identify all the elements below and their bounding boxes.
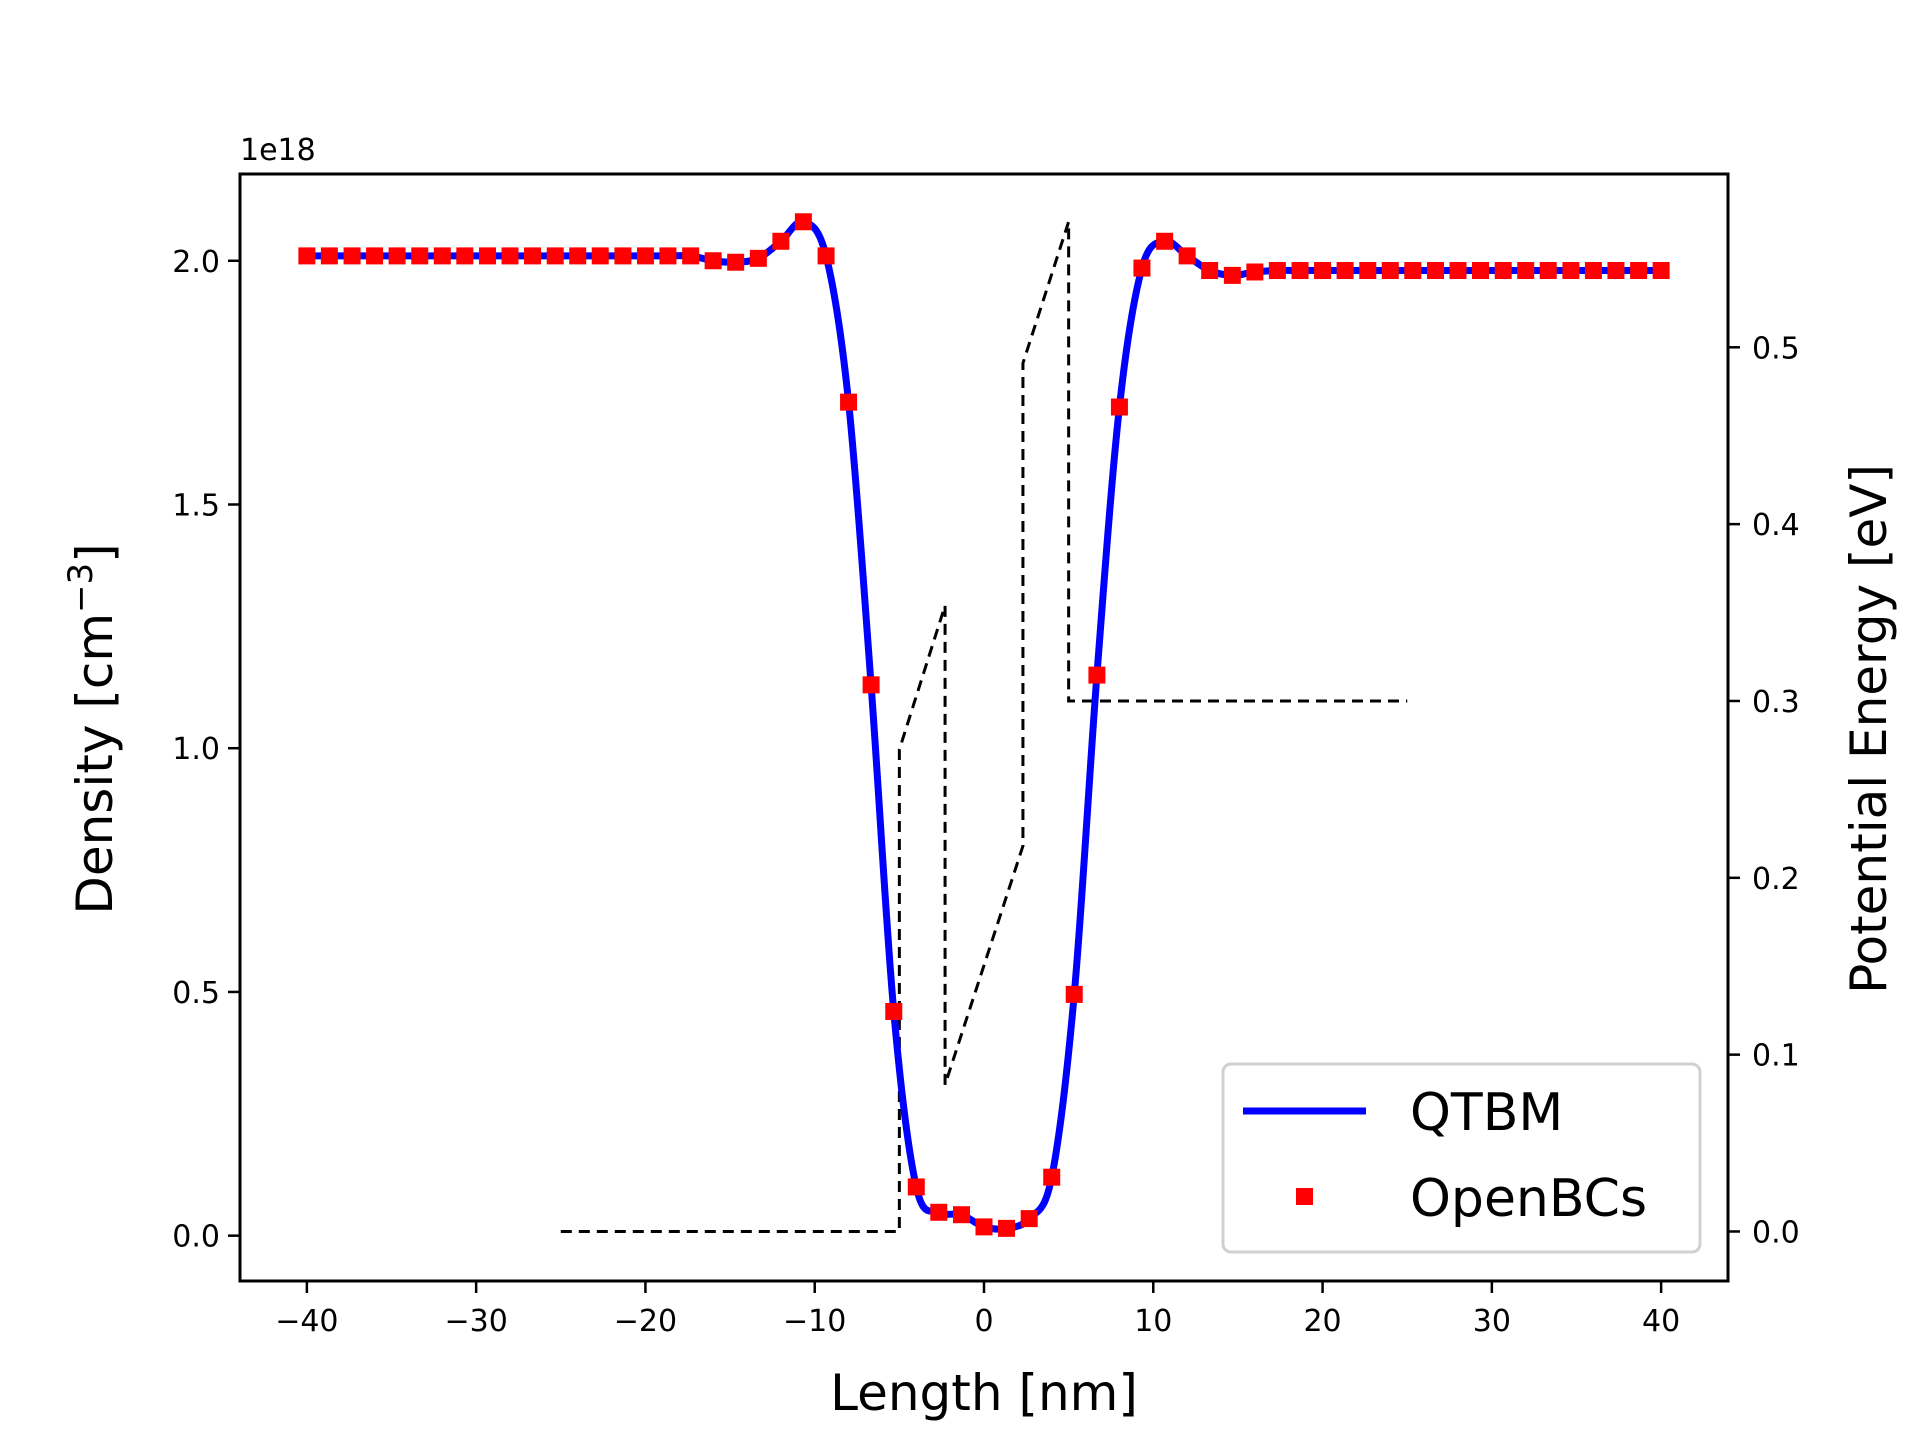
- x-tick-label: −10: [783, 1304, 846, 1339]
- openbcs-marker: [1562, 262, 1580, 280]
- openbcs-marker: [1201, 262, 1219, 280]
- openbcs-marker: [817, 247, 835, 265]
- openbcs-marker: [1404, 262, 1422, 280]
- openbcs-marker: [1359, 262, 1377, 280]
- potential-energy-line: [560, 221, 1408, 1233]
- openbcs-marker: [1156, 232, 1174, 250]
- openbcs-marker: [1020, 1210, 1038, 1228]
- openbcs-marker: [1088, 666, 1106, 684]
- openbcs-marker: [1314, 262, 1332, 280]
- openbcs-marker: [411, 247, 429, 265]
- openbcs-marker: [1494, 262, 1512, 280]
- x-tick-label: 30: [1473, 1304, 1511, 1339]
- y-tick-label: 0.0: [172, 1220, 220, 1255]
- y-tick-label: 0.5: [172, 976, 220, 1011]
- legend-marker-openbcs: [1296, 1188, 1313, 1205]
- openbcs-marker: [862, 676, 880, 694]
- openbcs-marker: [1291, 262, 1309, 280]
- openbcs-marker: [682, 247, 700, 265]
- openbcs-marker: [659, 247, 677, 265]
- legend-label-openbcs: OpenBCs: [1410, 1169, 1647, 1229]
- openbcs-marker: [1336, 262, 1354, 280]
- y2-tick-label: 0.3: [1752, 685, 1800, 720]
- y-tick-label: 1.0: [172, 732, 220, 767]
- y-axis-label: Density [cm−3]: [61, 543, 124, 914]
- y2-tick-label: 0.5: [1752, 331, 1800, 366]
- openbcs-marker: [1133, 259, 1151, 277]
- openbcs-marker: [298, 247, 316, 265]
- openbcs-marker: [1539, 262, 1557, 280]
- openbcs-marker: [524, 247, 542, 265]
- legend: QTBM OpenBCs: [1221, 1062, 1702, 1254]
- openbcs-marker: [1426, 262, 1444, 280]
- openbcs-marker: [1517, 262, 1535, 280]
- openbcs-marker: [501, 247, 519, 265]
- y-tick-label: 2.0: [172, 245, 220, 280]
- x-tick-label: 40: [1642, 1304, 1680, 1339]
- y2-axis-label: Potential Energy [eV]: [1840, 464, 1898, 994]
- openbcs-marker: [478, 247, 496, 265]
- y2-tick-label: 0.0: [1752, 1215, 1800, 1250]
- openbcs-marker: [749, 249, 767, 267]
- openbcs-marker: [1381, 262, 1399, 280]
- openbcs-marker: [1449, 262, 1467, 280]
- openbcs-marker: [907, 1178, 925, 1196]
- openbcs-marker: [1223, 266, 1241, 284]
- openbcs-marker: [1607, 262, 1625, 280]
- x-tick-label: 20: [1303, 1304, 1341, 1339]
- x-tick-label: 0: [974, 1304, 993, 1339]
- openbcs-marker: [1246, 263, 1264, 281]
- openbcs-marker: [366, 247, 384, 265]
- openbcs-marker: [930, 1203, 948, 1221]
- openbcs-marker: [320, 247, 338, 265]
- openbcs-marker: [704, 252, 722, 270]
- openbcs-marker: [794, 213, 812, 231]
- openbcs-marker: [772, 232, 790, 250]
- x-tick-label: −20: [614, 1304, 677, 1339]
- y2-tick-label: 0.1: [1752, 1039, 1800, 1074]
- openbcs-marker: [1268, 262, 1286, 280]
- openbcs-marker: [952, 1206, 970, 1224]
- openbcs-marker: [975, 1218, 993, 1236]
- y2-tick-label: 0.4: [1752, 508, 1800, 543]
- openbcs-marker: [591, 247, 609, 265]
- openbcs-marker: [1472, 262, 1490, 280]
- openbcs-marker: [1630, 262, 1648, 280]
- y-offset-label: 1e18: [240, 133, 316, 168]
- x-axis-label: Length [nm]: [830, 1364, 1138, 1422]
- openbcs-marker: [388, 247, 406, 265]
- y-axis-label-end: ]: [66, 543, 124, 563]
- openbcs-marker: [1584, 262, 1602, 280]
- openbcs-marker: [636, 247, 654, 265]
- openbcs-marker: [885, 1002, 903, 1020]
- x-tick-label: 10: [1134, 1304, 1172, 1339]
- openbcs-marker: [1043, 1168, 1061, 1186]
- openbcs-marker: [343, 247, 361, 265]
- openbcs-marker: [840, 393, 858, 411]
- openbcs-marker: [1178, 247, 1196, 265]
- openbcs-marker: [569, 247, 587, 265]
- y-tick-label: 1.5: [172, 488, 220, 523]
- x-tick-label: −40: [275, 1304, 338, 1339]
- openbcs-marker: [433, 247, 451, 265]
- openbcs-marker: [1065, 985, 1083, 1003]
- x-tick-label: −30: [444, 1304, 507, 1339]
- openbcs-marker: [727, 253, 745, 271]
- openbcs-marker: [1652, 262, 1670, 280]
- openbcs-marker: [1110, 398, 1128, 416]
- y2-tick-label: 0.2: [1752, 862, 1800, 897]
- y-axis-label-sup: −3: [61, 563, 101, 613]
- legend-label-qtbm: QTBM: [1410, 1083, 1563, 1143]
- openbcs-marker: [998, 1219, 1016, 1237]
- openbcs-marker: [614, 247, 632, 265]
- y-axis-label-main: Density [cm: [66, 613, 124, 915]
- openbcs-marker: [456, 247, 474, 265]
- openbcs-marker: [546, 247, 564, 265]
